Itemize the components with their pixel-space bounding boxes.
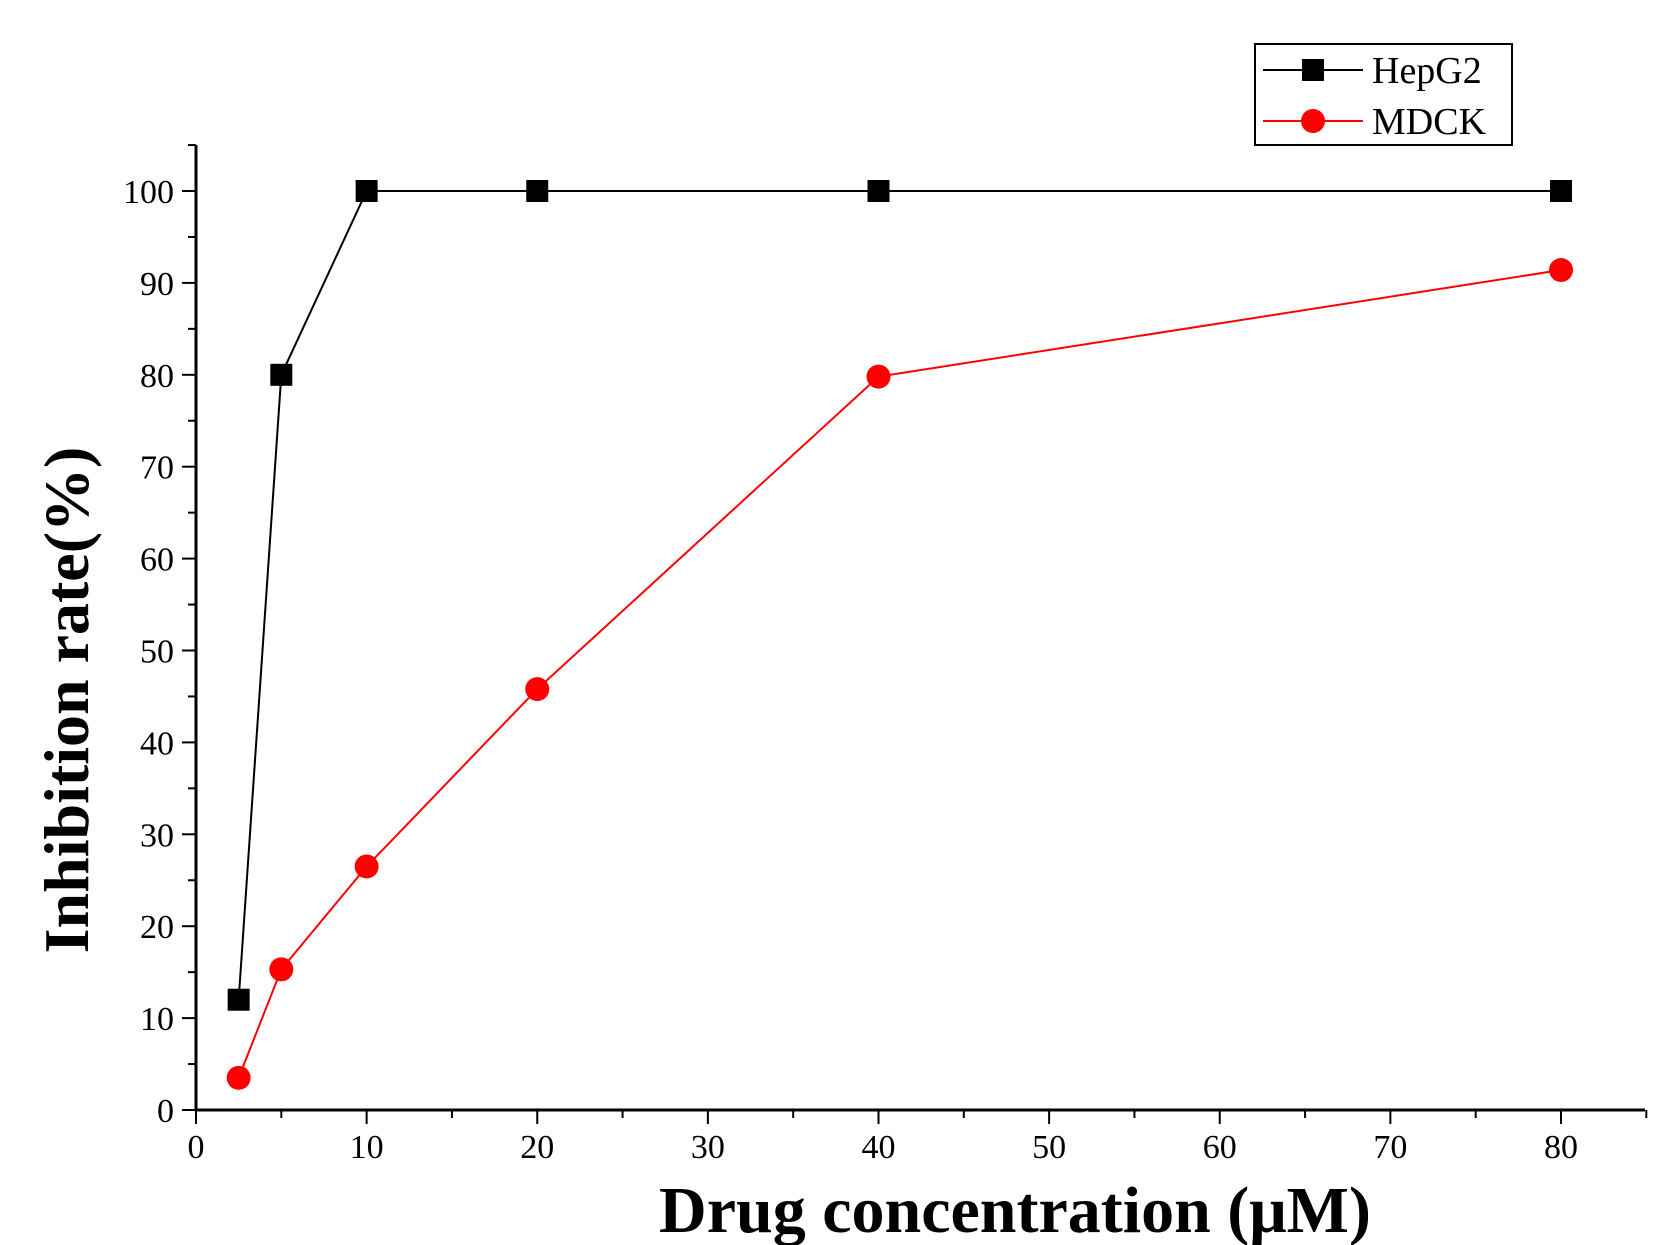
legend-marker-hepg2 (1302, 59, 1324, 81)
x-tick-label: 50 (1032, 1129, 1066, 1166)
y-tick-label: 50 (140, 634, 174, 671)
axis-ticks: 0 10 20 30 40 50 60 70 80 0 10 20 30 40 50 60 70 80 90 100 (123, 144, 1648, 1166)
data-point-hepg2 (355, 180, 378, 202)
legend-box (1254, 43, 1513, 146)
data-point-mdck (354, 854, 379, 879)
legend-label-mdck: MDCK (1372, 101, 1487, 143)
data-point-mdck (1549, 258, 1573, 283)
legend-label-hepg2: HepG2 (1372, 50, 1482, 92)
series-line-mdck (237, 269, 1562, 1079)
data-point-mdck (226, 1065, 251, 1090)
x-tick-label: 30 (691, 1129, 725, 1166)
data-point-mdck (269, 957, 294, 982)
y-tick-label: 70 (140, 450, 174, 487)
y-tick-label: 30 (140, 817, 174, 854)
data-point-hepg2 (1550, 180, 1572, 202)
series-layer (226, 180, 1573, 1090)
legend-marker-mdck (1301, 109, 1325, 133)
y-tick-label: 10 (140, 1001, 174, 1038)
x-tick-label: 80 (1544, 1129, 1578, 1166)
y-tick-label: 20 (140, 909, 174, 946)
data-point-mdck (866, 364, 891, 389)
x-tick-label: 70 (1373, 1129, 1407, 1166)
data-point-mdck (525, 677, 550, 702)
axes (194, 145, 1645, 1112)
data-point-hepg2 (270, 363, 293, 386)
y-axis-title: Inhibition rate(%) (31, 447, 102, 954)
data-point-hepg2 (227, 988, 250, 1011)
series-line-hepg2 (237, 190, 1561, 1000)
y-tick-label: 80 (140, 358, 174, 395)
y-tick-label: 90 (140, 266, 174, 303)
x-tick-label: 60 (1203, 1129, 1237, 1166)
x-tick-label: 20 (520, 1129, 554, 1166)
data-point-hepg2 (526, 180, 549, 202)
x-tick-label: 10 (350, 1129, 384, 1166)
y-tick-label: 100 (123, 174, 174, 211)
y-tick-label: 60 (140, 542, 174, 579)
y-tick-label: 0 (157, 1093, 174, 1130)
data-point-hepg2 (867, 180, 890, 202)
x-tick-label: 40 (862, 1129, 896, 1166)
x-axis-title: Drug concentration (μM) (659, 1174, 1371, 1245)
y-tick-label: 40 (140, 725, 174, 762)
legend: HepG2 MDCK (1254, 43, 1513, 146)
x-tick-label: 0 (188, 1129, 205, 1166)
